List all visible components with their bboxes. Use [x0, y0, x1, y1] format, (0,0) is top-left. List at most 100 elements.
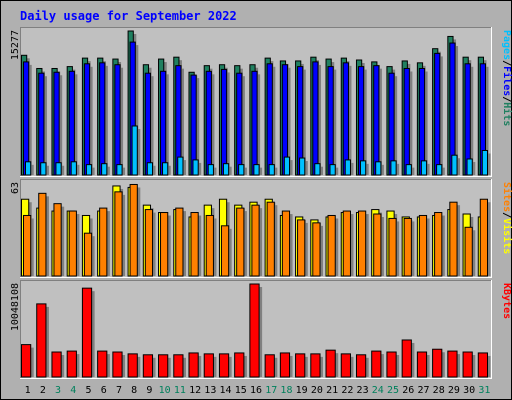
- x-tick-label: 8: [131, 385, 137, 396]
- bar-pages-day-18: [283, 156, 291, 176]
- bar-files-day-7: [114, 64, 121, 176]
- bar-pages-day-2: [40, 162, 47, 176]
- bar-pages-day-29: [451, 154, 458, 176]
- panel-hits-legend: Pages/Files/Hits: [501, 30, 512, 126]
- panel-hits: 15277 Pages/Files/Hits: [10, 27, 512, 177]
- bar-files-day-14: [220, 68, 228, 176]
- bar-kbytes-day-30: [462, 351, 473, 378]
- x-tick-label: 20: [311, 385, 323, 396]
- legend-kbytes: KBytes: [501, 283, 512, 319]
- bar-sites-day-31: [479, 198, 489, 277]
- bar-sites-day-10: [160, 212, 169, 277]
- bar-files-day-28: [434, 52, 441, 176]
- bar-pages-day-6: [101, 163, 108, 176]
- bar-kbytes-day-11: [173, 354, 184, 378]
- bar-sites-day-15: [236, 207, 245, 277]
- x-tick-label: 24: [372, 385, 384, 396]
- bar-kbytes-day-20: [310, 353, 321, 378]
- x-tick-label: 5: [86, 385, 92, 396]
- bar-sites-day-3: [53, 203, 62, 277]
- panel-kbytes-legend: KBytes: [501, 283, 512, 319]
- x-tick-label: 18: [280, 385, 292, 396]
- bar-kbytes-day-2: [36, 303, 47, 378]
- bar-pages-day-21: [329, 164, 336, 176]
- x-tick-label: 27: [417, 385, 429, 396]
- bar-sites-day-20: [312, 222, 321, 277]
- bar-kbytes-day-5: [81, 287, 93, 378]
- bar-pages-day-4: [70, 161, 77, 176]
- bar-sites-day-22: [342, 210, 351, 277]
- bar-sites-day-4: [68, 210, 77, 277]
- x-tick-label: 4: [70, 385, 76, 396]
- bar-kbytes-day-28: [432, 348, 443, 378]
- bar-sites-day-16: [251, 204, 260, 277]
- bar-kbytes-day-10: [158, 354, 169, 378]
- bar-kbytes-day-14: [218, 353, 230, 378]
- series-pages: [25, 125, 491, 176]
- bar-files-day-27: [418, 67, 426, 176]
- bar-pages-day-3: [55, 162, 62, 176]
- bar-kbytes-day-15: [234, 352, 245, 378]
- bar-files-day-24: [373, 65, 380, 176]
- bar-sites-day-28: [434, 212, 443, 277]
- x-tick-label: 1: [25, 385, 31, 396]
- panel-visits-max-label: 63: [10, 182, 21, 194]
- bar-pages-day-17: [268, 164, 275, 176]
- bar-pages-day-28: [436, 164, 443, 176]
- bar-files-day-23: [357, 66, 365, 176]
- x-tick-label: 25: [387, 385, 399, 396]
- bar-sites-day-26: [403, 217, 412, 277]
- legend-files: Files: [501, 66, 512, 96]
- bar-sites-day-14: [220, 225, 230, 277]
- x-tick-label: 23: [357, 385, 369, 396]
- bar-files-day-13: [205, 70, 212, 176]
- bar-pages-day-1: [25, 161, 32, 176]
- bar-files-day-1: [23, 61, 30, 176]
- bar-kbytes-day-18: [279, 352, 291, 378]
- bar-kbytes-day-6: [97, 350, 108, 378]
- panel-hits-max-label: 15277: [10, 30, 21, 60]
- chart-title: Daily usage for September 2022: [20, 9, 237, 23]
- x-tick-label: 31: [478, 385, 490, 396]
- legend-separator: /: [501, 212, 512, 218]
- bar-pages-day-9: [146, 162, 154, 176]
- bar-pages-day-12: [192, 159, 199, 176]
- bar-kbytes-day-21: [325, 349, 336, 378]
- bar-pages-day-13: [207, 164, 214, 176]
- x-tick-label: 13: [204, 385, 216, 396]
- bar-kbytes-day-29: [447, 350, 458, 378]
- bar-kbytes-day-23: [355, 354, 367, 378]
- panel-kbytes: 10048108 KBytes: [10, 280, 512, 379]
- series-sites: [23, 183, 491, 277]
- bar-sites-day-30: [464, 226, 473, 277]
- x-tick-label: 2: [40, 385, 46, 396]
- x-tick-label: 19: [296, 385, 308, 396]
- bar-kbytes-day-1: [21, 344, 32, 378]
- bar-pages-day-16: [253, 164, 260, 176]
- bar-pages-day-24: [375, 161, 382, 176]
- bar-files-day-30: [464, 63, 471, 176]
- bar-pages-day-26: [405, 164, 412, 176]
- x-tick-label: 12: [189, 385, 201, 396]
- bar-files-day-17: [266, 63, 273, 176]
- x-tick-label: 15: [235, 385, 247, 396]
- bar-kbytes-day-3: [51, 351, 62, 378]
- bar-kbytes-day-8: [127, 353, 138, 378]
- bar-pages-day-14: [222, 163, 230, 176]
- legend-sites: Sites: [501, 182, 512, 212]
- bar-sites-day-6: [99, 207, 108, 277]
- bar-files-day-5: [83, 63, 91, 176]
- legend-separator: /: [501, 96, 512, 102]
- bar-sites-day-13: [205, 214, 214, 277]
- bar-files-day-2: [38, 72, 45, 176]
- bar-sites-day-8: [129, 183, 138, 277]
- legend-hits: Hits: [501, 102, 512, 126]
- bar-pages-day-25: [390, 160, 397, 176]
- x-tick-label: 17: [265, 385, 277, 396]
- series-files: [23, 41, 489, 176]
- bar-sites-day-23: [357, 210, 367, 277]
- bar-sites-day-7: [114, 191, 123, 277]
- bar-sites-day-24: [373, 213, 382, 277]
